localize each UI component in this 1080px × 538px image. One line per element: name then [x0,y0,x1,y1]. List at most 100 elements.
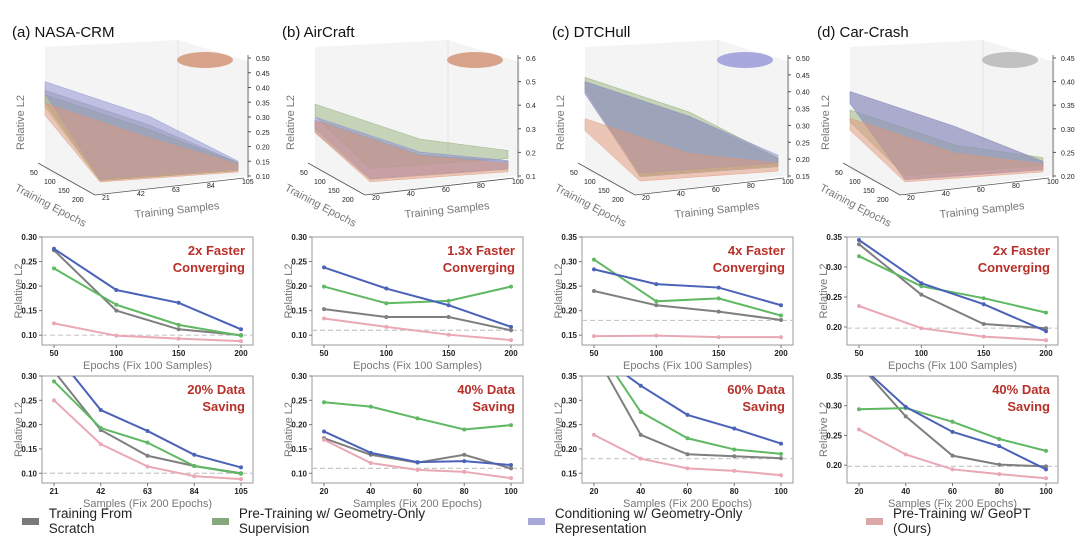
data-point [52,321,56,326]
y-axis-label: Relative L2 [818,263,830,318]
legend-swatch [212,517,229,525]
y-tick-label: 0.25 [291,258,307,267]
y-tick-label: 200 [612,197,624,204]
data-point [239,327,243,332]
data-point [446,332,451,337]
z-tick-label: 0.25 [1061,150,1075,157]
z-tick-label: 0.35 [256,100,270,107]
data-point [509,328,513,333]
y-tick-label: 100 [314,179,326,186]
x-tick-label: 150 [442,349,456,358]
x-axis-label: Epochs (Fix 100 Samples) [623,360,752,372]
data-point [732,468,737,473]
x-axis-label: Training Samples [134,200,220,221]
data-point [903,404,908,409]
series-line-0 [593,290,782,321]
geometry-thumbnail [717,52,773,68]
data-point [176,322,181,327]
z-tick-label: 0.35 [796,107,810,114]
y-tick-label: 50 [300,170,308,177]
data-point [368,450,373,455]
plot-frame [311,375,524,484]
data-point [52,266,56,271]
data-point [638,409,643,414]
z-tick-label: 0.25 [796,140,810,147]
x-tick-label: 50 [50,349,59,358]
data-point [779,451,783,456]
data-point [857,362,861,366]
data-point [654,299,659,304]
x-tick-label: 40 [677,191,685,198]
data-point [903,452,908,457]
data-point [509,466,513,471]
legend-label: Conditioning w/ Geometry-Only Representa… [554,506,743,536]
x-tick-label: 63 [143,487,152,496]
data-point [592,289,596,293]
data-point [685,452,690,457]
legend-swatch [866,517,884,525]
y-tick-label: 0.20 [21,282,37,291]
annotation-text: 40% Data [992,382,1051,397]
epochs-chart: 0.10 0.15 0.20 0.25 0.30 50 100 150 200 Epochs (F… [283,233,524,372]
epochs-axis [842,162,901,196]
data-point [779,473,783,478]
y-tick-label: 0.35 [826,372,842,381]
data-point [732,454,737,459]
samples-axis [94,177,245,196]
x-axis-label: Samples (Fix 200 Epochs) [888,498,1017,510]
series-line-3 [593,334,781,339]
y-tick-label: 0.35 [561,372,577,381]
y-axis-label: Relative L2 [818,402,830,457]
data-point [462,469,467,474]
samples-chart: 0.20 0.25 0.30 0.35 20 40 60 80 100 Samples (Fix … [818,362,1059,510]
x-tick-label: 100 [1039,487,1053,496]
x-tick-label: 100 [774,487,788,496]
epochs-chart: 0.15 0.20 0.25 0.30 0.35 50 100 150 200 Epochs (F… [553,233,794,372]
y-tick-label: 0.30 [21,233,37,242]
y-tick-label: 200 [877,197,889,204]
x-tick-label: 42 [137,191,145,198]
data-point [950,467,955,472]
x-tick-label: 50 [320,349,329,358]
series-line-3 [53,322,242,343]
z-tick-label: 0.50 [796,56,810,63]
y-axis-label: Relative L2 [13,263,25,318]
legend-swatch [528,517,545,525]
data-point [950,429,955,434]
panel-title: (d) Car-Crash [817,24,909,41]
data-point [145,453,150,458]
x-tick-label: 100 [504,487,518,496]
data-point [415,460,420,465]
y-tick-label: 50 [570,170,578,177]
y-axis-label: Relative L2 [283,263,295,318]
x-axis-label: Training Samples [939,200,1025,221]
annotation-text: 20% Data [187,382,246,397]
z-tick-label: 0.2 [526,150,536,157]
data-point [509,476,513,481]
data-point [997,437,1002,442]
x-tick-label: 20 [590,487,599,496]
panel-title: (a) NASA-CRM [12,24,115,41]
x-tick-label: 105 [242,179,254,186]
plot-frame [581,236,794,346]
geometry-thumbnail [982,52,1038,68]
x-tick-label: 20 [907,195,915,202]
x-tick-label: 80 [730,487,739,496]
data-point [997,444,1002,449]
series-line-0 [323,308,512,332]
y-axis-label: Training Epochs [818,182,894,230]
surface-3 [314,120,509,183]
x-tick-label: 60 [683,487,692,496]
y-tick-label: 0.10 [21,331,37,340]
data-point [592,432,596,437]
y-axis-label: Relative L2 [13,402,25,457]
data-point [446,315,451,320]
data-point [1044,476,1048,481]
y-tick-label: 0.30 [291,233,307,242]
data-point [1044,310,1048,315]
x-axis-label: Samples (Fix 200 Epochs) [623,498,752,510]
x-tick-label: 40 [407,191,415,198]
legend-label: Pre-Training w/ GeoPT (Ours) [893,506,1031,536]
data-point [322,265,326,270]
data-point [950,419,955,424]
